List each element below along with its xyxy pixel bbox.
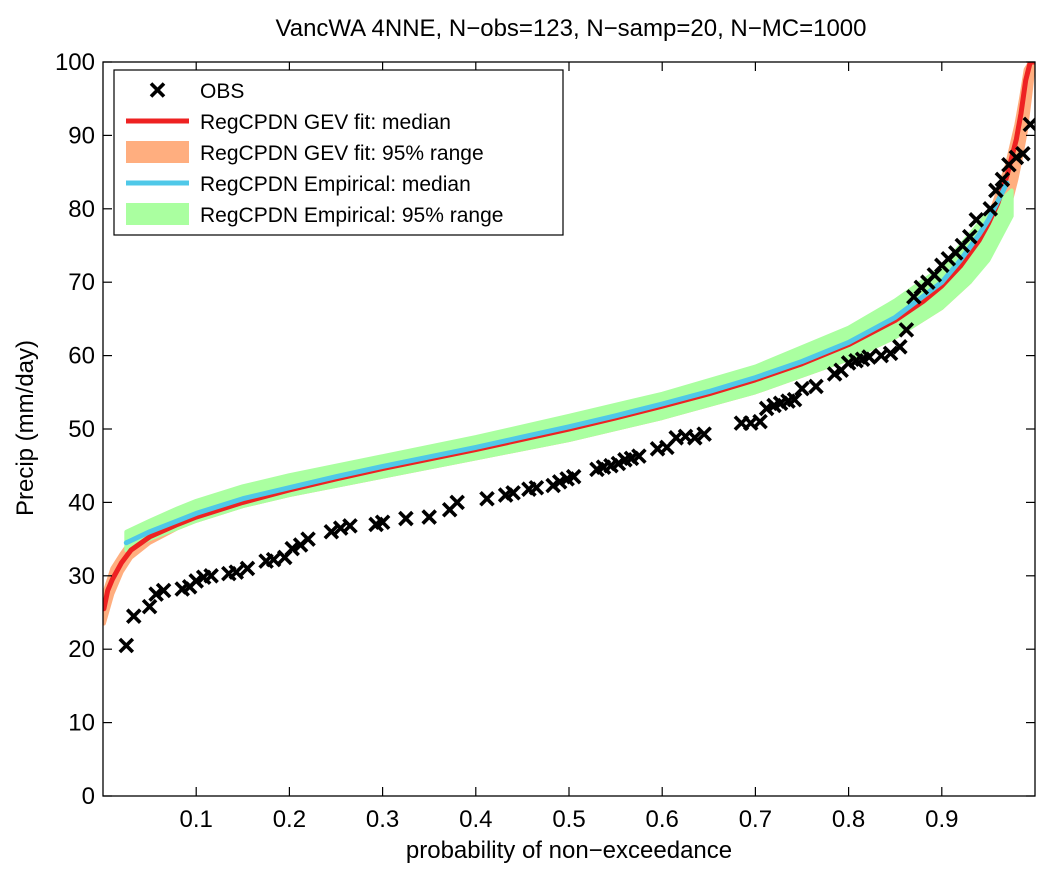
legend: OBS RegCPDN GEV fit: median RegCPDN GEV fi… — [113, 69, 564, 236]
obs-marker — [342, 518, 358, 534]
legend-swatch-band — [126, 203, 189, 225]
obs-marker — [141, 598, 158, 615]
legend-label: RegCPDN GEV fit: median — [200, 111, 451, 134]
obs-marker — [786, 391, 803, 408]
obs-marker — [449, 494, 465, 511]
obs-marker — [861, 349, 877, 365]
y-tick-label: 60 — [68, 343, 95, 370]
obs-marker — [687, 430, 703, 446]
obs-marker — [1015, 145, 1031, 162]
chart-title: VancWA 4NNE, N−obs=123, N−samp=20, N−MC=… — [276, 15, 867, 42]
obs-marker — [898, 322, 915, 338]
obs-marker — [284, 540, 300, 557]
series-line-regcpdn-empirical-median — [123, 180, 1010, 546]
obs-marker — [505, 485, 521, 501]
obs-marker — [155, 582, 172, 599]
ticks-layer: 0.1 0.2 0.3 0.4 0.5 0.6 0.7 0.8 0.9 0 10 20 30 40 50 60… — [55, 49, 1035, 833]
legend-label: RegCPDN Empirical: median — [200, 173, 471, 196]
obs-marker — [982, 201, 999, 217]
x-tick-label: 0.3 — [366, 806, 399, 833]
y-tick-label: 90 — [68, 122, 95, 149]
obs-marker — [323, 523, 340, 540]
obs-marker — [398, 510, 414, 527]
legend-label: RegCPDN GEV fit: 95% range — [200, 142, 484, 165]
x-axis-label: probability of non−exceedance — [406, 837, 732, 864]
y-tick-label: 30 — [68, 563, 95, 590]
y-tick-label: 20 — [68, 636, 95, 663]
obs-marker — [631, 448, 647, 464]
legend-label: OBS — [200, 80, 244, 103]
x-tick-label: 0.6 — [646, 806, 679, 833]
obs-marker — [374, 514, 391, 530]
obs-marker — [265, 551, 282, 568]
x-tick-label: 0.9 — [925, 806, 958, 833]
obs-marker — [203, 568, 219, 584]
x-tick-label: 0.7 — [739, 806, 772, 833]
obs-marker — [994, 171, 1011, 188]
x-tick-label: 0.2 — [273, 806, 306, 833]
y-tick-label: 0 — [82, 783, 95, 810]
y-tick-label: 50 — [68, 416, 95, 443]
obs-marker — [528, 479, 545, 496]
obs-marker — [794, 380, 810, 397]
obs-marker — [892, 339, 908, 355]
y-tick-label: 100 — [55, 49, 95, 76]
obs-marker — [696, 426, 712, 442]
y-tick-label: 40 — [68, 489, 95, 516]
obs-marker — [479, 490, 495, 507]
obs-marker — [968, 212, 985, 228]
y-tick-label: 80 — [68, 196, 95, 223]
obs-marker — [228, 564, 245, 580]
obs-marker — [882, 345, 899, 362]
obs-marker — [125, 608, 142, 624]
obs-marker — [300, 531, 316, 547]
obs-marker — [239, 560, 256, 577]
series-layer — [103, 62, 1035, 654]
legend-swatch-marker — [149, 82, 166, 98]
obs-marker — [961, 228, 978, 245]
legend-label: RegCPDN Empirical: 95% range — [200, 204, 503, 227]
x-tick-label: 0.8 — [832, 806, 865, 833]
x-tick-label: 0.5 — [552, 806, 585, 833]
obs-marker — [118, 637, 135, 654]
obs-marker — [565, 468, 582, 485]
x-tick-label: 0.1 — [180, 806, 213, 833]
y-tick-label: 10 — [68, 710, 95, 737]
legend-swatch-band — [126, 141, 189, 163]
obs-marker — [421, 509, 437, 525]
y-axis-label: Precip (mm/day) — [12, 340, 39, 516]
obs-marker — [808, 378, 824, 395]
obs-marker — [988, 182, 1004, 199]
x-tick-label: 0.4 — [459, 806, 492, 833]
obs-marker — [752, 413, 768, 430]
y-tick-label: 70 — [68, 269, 95, 296]
series-band-regcpdn-empirical-95-range — [124, 188, 1014, 553]
